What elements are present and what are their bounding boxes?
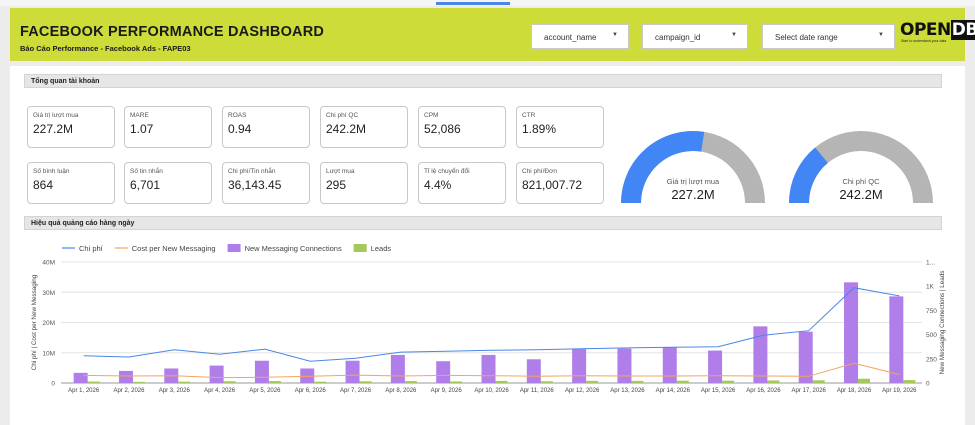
- top-strip: [0, 0, 975, 6]
- logo-text: OPENDB: [900, 20, 975, 40]
- gauge-label: Giá trị lượt mua: [667, 177, 720, 186]
- metric-card[interactable]: Số bình luận 864: [27, 162, 115, 204]
- chevron-down-icon: ▼: [612, 32, 618, 38]
- metric-card[interactable]: ROAS 0.94: [222, 106, 310, 148]
- active-page-indicator[interactable]: [436, 2, 510, 5]
- campaign-id-filter[interactable]: campaign_id ▼: [642, 24, 748, 49]
- metric-value: 821,007.72: [522, 178, 583, 192]
- metric-card[interactable]: Giá trị lượt mua 227.2M: [27, 106, 115, 148]
- metric-value: 1.07: [130, 122, 154, 136]
- metric-card[interactable]: Chi phí/Tin nhắn 36,143.45: [222, 162, 310, 204]
- metric-label: Chi phí QC: [326, 112, 359, 119]
- filter-label: account_name: [544, 33, 597, 42]
- metric-label: ROAS: [228, 112, 247, 119]
- chevron-down-icon: ▼: [731, 32, 737, 38]
- section-header-daily: Hiệu quả quảng cáo hàng ngày: [24, 216, 942, 230]
- metric-value: 242.2M: [326, 122, 367, 136]
- gauge-purchase-value[interactable]: Giá trị lượt mua 227.2M: [614, 124, 772, 206]
- metric-card[interactable]: CTR 1.89%: [516, 106, 604, 148]
- section-header-overview: Tổng quan tài khoản: [24, 74, 942, 88]
- gauge-track: [789, 131, 933, 203]
- metric-value: 864: [33, 178, 54, 192]
- metric-label: Số bình luận: [33, 168, 70, 175]
- gauge-value: 242.2M: [839, 187, 882, 202]
- metric-label: Lượt mua: [326, 168, 355, 175]
- filter-label: Select date range: [775, 33, 838, 42]
- metric-label: Chi phí/Đơn: [522, 168, 557, 175]
- page-subtitle: Báo Cáo Performance - Facebook Ads - FAP…: [20, 44, 191, 53]
- metric-value: 6,701: [130, 178, 161, 192]
- metric-card[interactable]: MARE 1.07: [124, 106, 212, 148]
- gauge-label: Chi phí QC: [842, 177, 880, 186]
- date-range-picker[interactable]: Select date range ▼: [762, 24, 895, 49]
- metric-card[interactable]: CPM 52,086: [418, 106, 506, 148]
- metric-card[interactable]: Lượt mua 295: [320, 162, 408, 204]
- metric-label: CTR: [522, 112, 536, 119]
- metric-label: Tỉ lệ chuyển đổi: [424, 168, 470, 175]
- page-title: FACEBOOK PERFORMANCE DASHBOARD: [20, 24, 325, 40]
- gauge-ad-spend[interactable]: Chi phí QC 242.2M: [782, 124, 940, 206]
- metric-card[interactable]: Số tin nhắn 6,701: [124, 162, 212, 204]
- metric-value: 36,143.45: [228, 178, 282, 192]
- metric-value: 295: [326, 178, 347, 192]
- gauge-value: 227.2M: [671, 187, 714, 202]
- dashboard-header: FACEBOOK PERFORMANCE DASHBOARD Báo Cáo P…: [10, 8, 965, 61]
- metric-label: Giá trị lượt mua: [33, 112, 79, 119]
- metric-value: 227.2M: [33, 122, 74, 136]
- metric-value: 52,086: [424, 122, 461, 136]
- gauge-fill: [789, 147, 828, 203]
- metric-value: 0.94: [228, 122, 252, 136]
- metric-label: CPM: [424, 112, 439, 119]
- chevron-down-icon: ▼: [878, 32, 884, 38]
- logo-tagline: Start to understand your data: [901, 39, 947, 43]
- metric-card[interactable]: Chi phí/Đơn 821,007.72: [516, 162, 604, 204]
- opendb-logo: OPENDB Start to understand your data: [892, 20, 975, 46]
- metric-label: MARE: [130, 112, 149, 119]
- account-name-filter[interactable]: account_name ▼: [531, 24, 629, 49]
- metric-value: 1.89%: [522, 122, 557, 136]
- metric-card[interactable]: Chi phí QC 242.2M: [320, 106, 408, 148]
- metric-label: Chi phí/Tin nhắn: [228, 168, 276, 175]
- metric-label: Số tin nhắn: [130, 168, 163, 175]
- metric-card[interactable]: Tỉ lệ chuyển đổi 4.4%: [418, 162, 506, 204]
- filter-label: campaign_id: [655, 33, 701, 42]
- metric-value: 4.4%: [424, 178, 452, 192]
- gauge-fill: [621, 131, 705, 203]
